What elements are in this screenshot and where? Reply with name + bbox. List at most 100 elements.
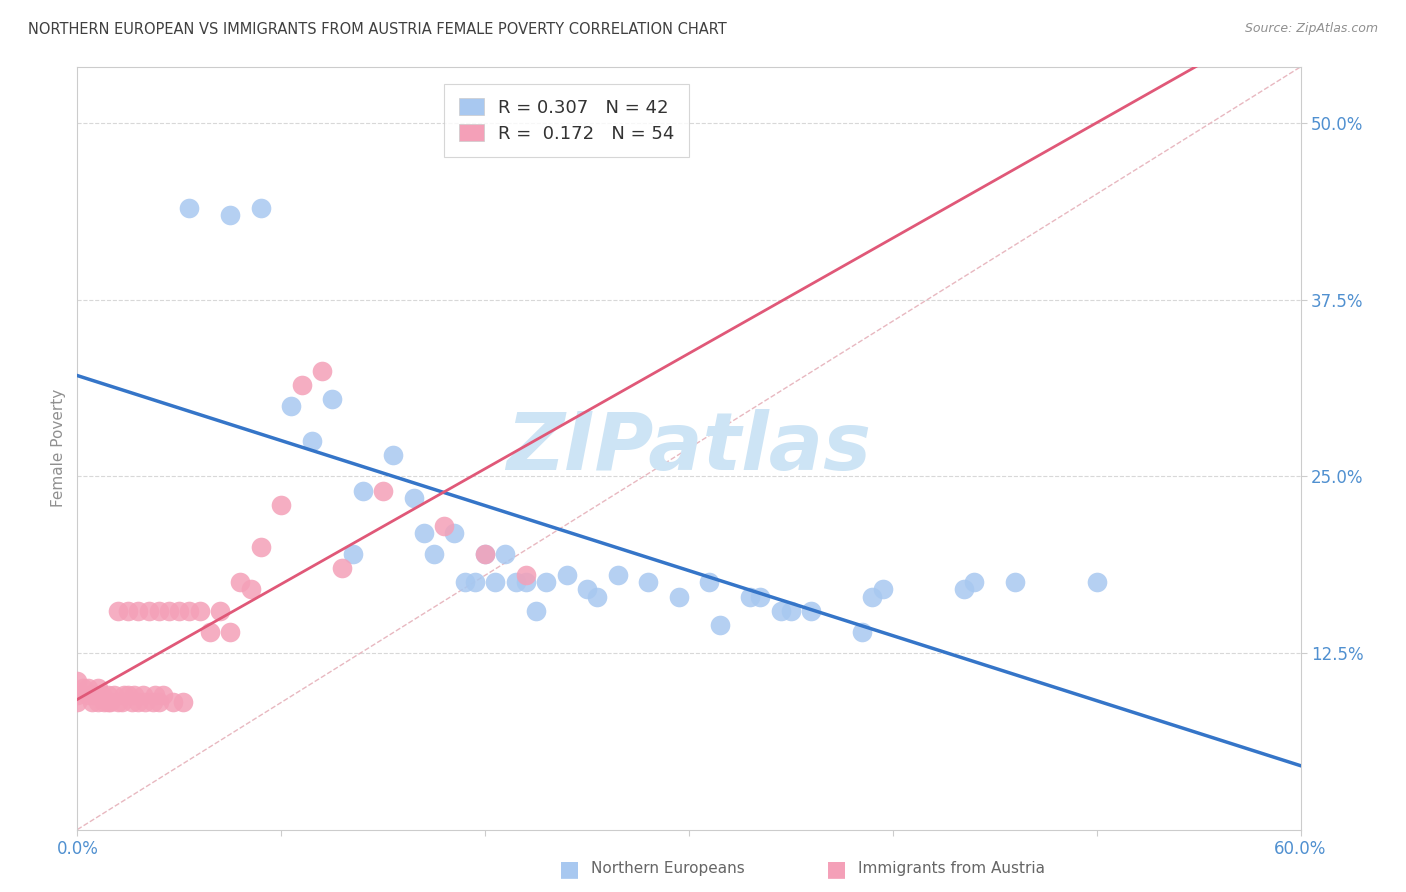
Text: NORTHERN EUROPEAN VS IMMIGRANTS FROM AUSTRIA FEMALE POVERTY CORRELATION CHART: NORTHERN EUROPEAN VS IMMIGRANTS FROM AUS… [28,22,727,37]
Point [280,399,302,413]
Point [134,696,156,710]
Point [143,689,166,703]
Y-axis label: Female Poverty: Female Poverty [51,389,66,508]
Point [862,590,884,604]
Point [301,434,323,449]
Point [321,392,343,406]
Point [779,604,801,618]
Point [219,624,242,639]
Point [606,568,628,582]
Point [157,604,180,618]
Point [402,491,425,505]
Point [76,689,98,703]
Point [515,568,537,582]
Point [505,575,527,590]
Point [769,604,792,618]
Point [87,681,110,696]
Point [270,498,292,512]
Point [699,575,721,590]
Point [188,604,211,618]
Text: Northern Europeans: Northern Europeans [591,862,744,876]
Point [250,201,273,215]
Text: ■: ■ [560,859,579,879]
Point [534,575,557,590]
Point [97,696,120,710]
Point [851,624,873,639]
Point [290,377,312,392]
Point [749,590,772,604]
Point [121,696,143,710]
Point [963,575,986,590]
Point [872,582,894,597]
Text: Immigrants from Austria: Immigrants from Austria [858,862,1045,876]
Point [342,547,364,561]
Point [179,201,201,215]
Point [474,547,496,561]
Text: Source: ZipAtlas.com: Source: ZipAtlas.com [1244,22,1378,36]
Point [80,696,103,710]
Point [1085,575,1108,590]
Point [740,590,762,604]
Point [111,696,134,710]
Point [172,696,194,710]
Point [800,604,823,618]
Point [352,483,374,498]
Point [332,561,354,575]
Point [66,696,89,710]
Point [152,689,174,703]
Point [668,590,690,604]
Point [229,575,252,590]
Point [555,568,578,582]
Point [413,526,436,541]
Point [148,696,170,710]
Point [371,483,394,498]
Point [127,604,149,618]
Point [637,575,659,590]
Point [576,582,599,597]
Point [474,547,496,561]
Point [142,696,165,710]
Point [97,689,120,703]
Text: ■: ■ [827,859,846,879]
Point [148,604,170,618]
Point [464,575,486,590]
Text: ZIPatlas: ZIPatlas [506,409,872,487]
Point [443,526,465,541]
Point [72,681,94,696]
Point [484,575,506,590]
Point [515,575,537,590]
Point [124,689,146,703]
Point [66,689,89,703]
Point [112,689,135,703]
Legend: R = 0.307   N = 42, R =  0.172   N = 54: R = 0.307 N = 42, R = 0.172 N = 54 [444,84,689,157]
Point [87,696,110,710]
Point [127,696,149,710]
Point [98,696,121,710]
Point [76,681,98,696]
Point [423,547,446,561]
Point [311,363,333,377]
Point [1004,575,1026,590]
Point [250,540,273,554]
Point [107,696,129,710]
Point [93,696,115,710]
Point [90,689,112,703]
Point [382,448,405,462]
Point [138,604,160,618]
Point [709,617,731,632]
Point [117,604,139,618]
Point [66,674,89,689]
Point [219,208,242,222]
Point [953,582,976,597]
Point [83,689,105,703]
Point [239,582,262,597]
Point [586,590,609,604]
Point [169,604,191,618]
Point [107,604,129,618]
Point [208,604,231,618]
Point [524,604,547,618]
Point [131,689,153,703]
Point [179,604,201,618]
Point [433,519,456,533]
Point [117,689,139,703]
